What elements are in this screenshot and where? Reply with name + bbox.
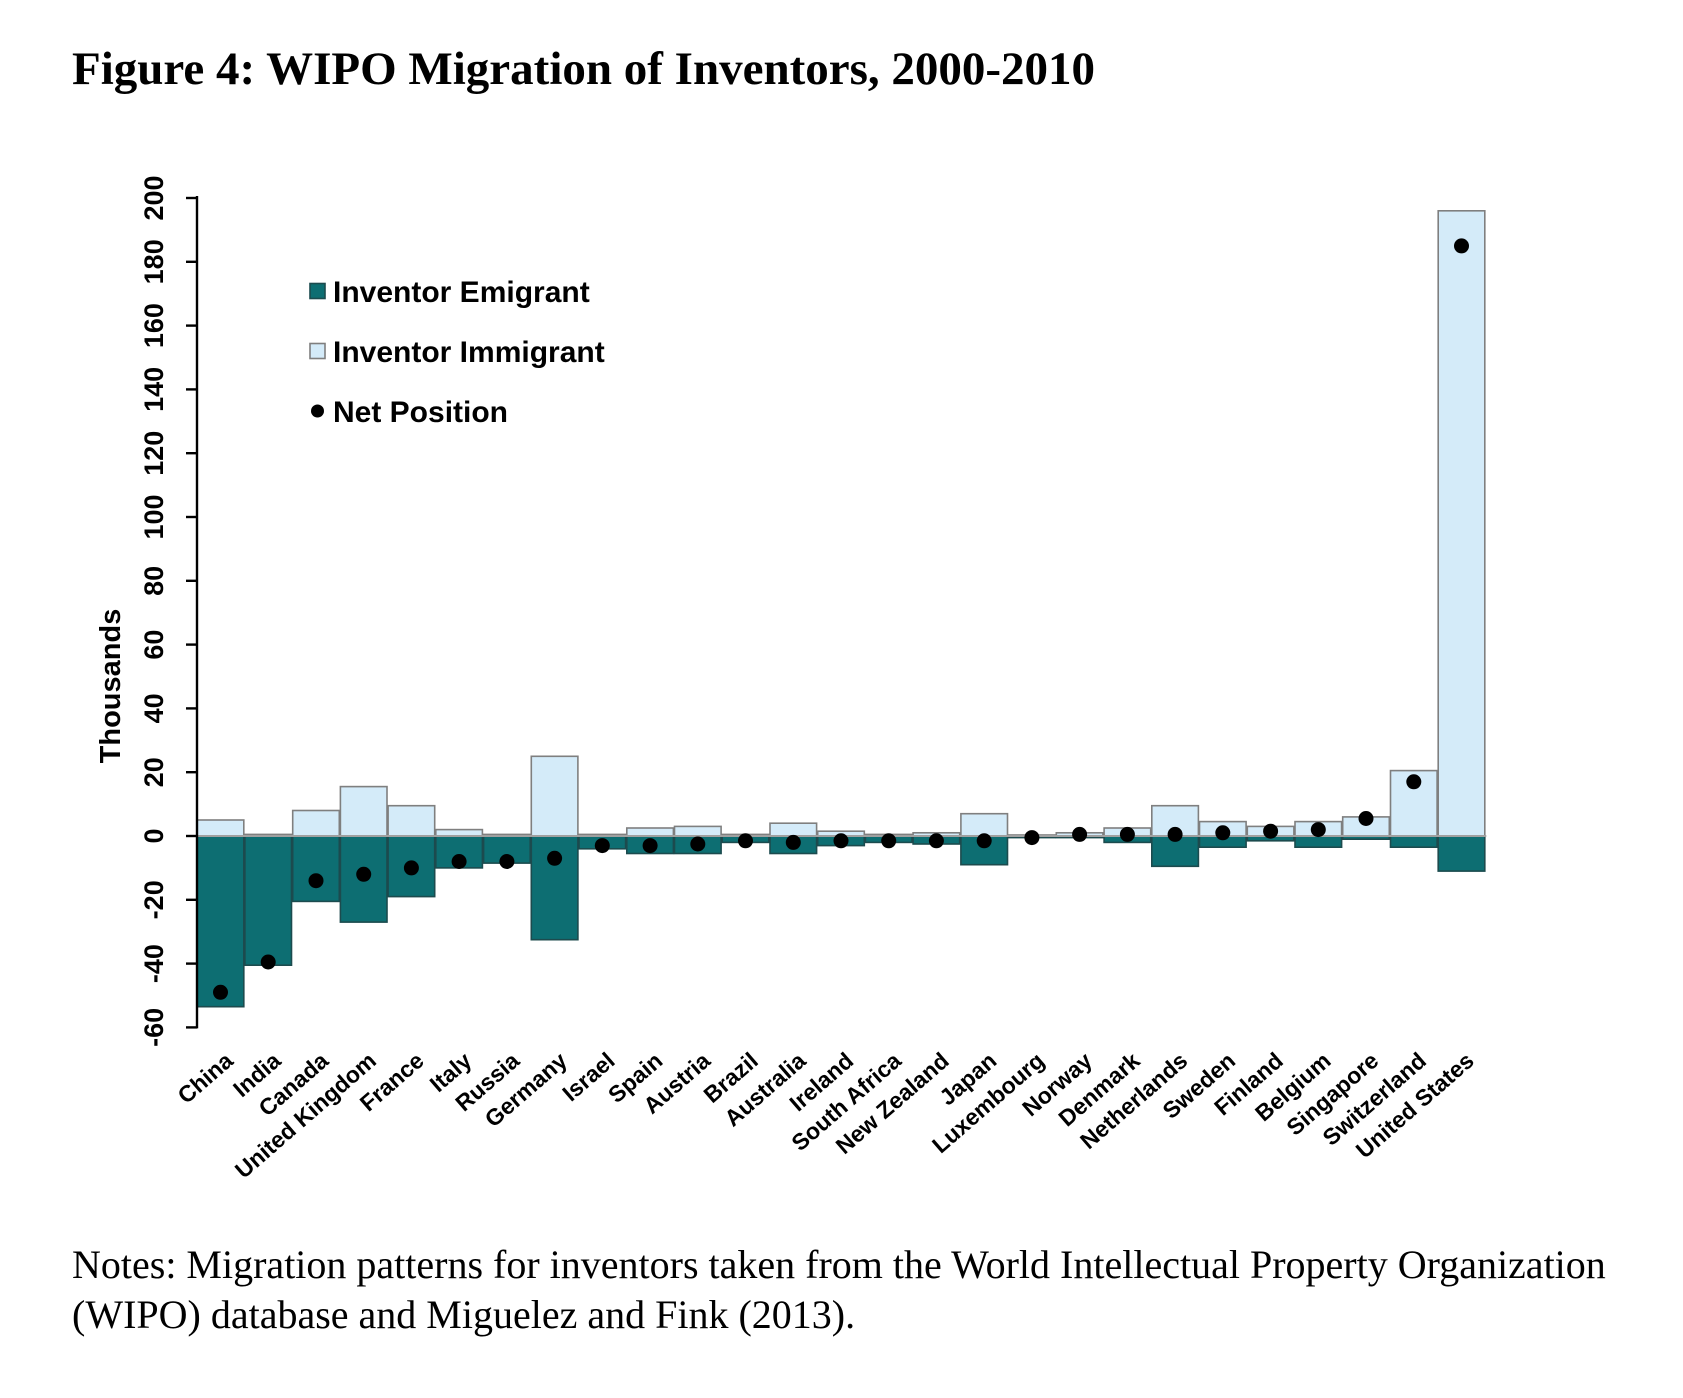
net-position-dot-netherlands [1167, 826, 1183, 842]
immigrant-bar-canada [291, 809, 341, 837]
x-category-label-china: China [173, 1047, 238, 1109]
net-position-dot-ireland [833, 833, 849, 849]
legend-marker-emigrant [309, 282, 326, 300]
net-position-dot-austria [690, 836, 706, 852]
immigrant-bar-japan [960, 812, 1009, 837]
net-position-dot-denmark [1119, 826, 1135, 842]
emigrant-bar-belgium [1294, 835, 1343, 848]
y-tick-label: 160 [139, 303, 169, 348]
y-tick-label: -60 [139, 1008, 169, 1047]
y-tick-label: 140 [139, 367, 169, 412]
net-position-dot-japan [976, 833, 992, 849]
net-position-dot-belgium [1310, 822, 1326, 838]
net-position-dot-new-zealand [928, 833, 944, 849]
net-position-dot-brazil [738, 833, 753, 849]
figure-title: Figure 4: WIPO Migration of Inventors, 2… [72, 43, 1096, 95]
y-tick-label: 200 [139, 175, 169, 220]
y-tick-label: -20 [139, 880, 169, 919]
emigrant-bar-canada [291, 835, 341, 903]
y-tick-label: 100 [139, 494, 169, 539]
net-position-dot-india [260, 954, 276, 970]
net-position-dot-italy [451, 854, 467, 869]
net-position-dot-spain [642, 838, 658, 854]
y-tick-label: 40 [139, 693, 169, 723]
y-tick-label: 80 [139, 566, 169, 596]
legend-marker-immigrant [309, 342, 326, 360]
immigrant-bar-united-kingdom [339, 785, 388, 837]
immigrant-bar-china [196, 819, 245, 837]
net-position-dot-canada [308, 873, 324, 889]
legend-label: Inventor Immigrant [333, 336, 605, 369]
net-position-dot-switzerland [1406, 774, 1422, 790]
net-position-dot-south-africa [881, 833, 897, 849]
net-position-dot-australia [785, 834, 801, 850]
y-tick-label: 180 [139, 239, 169, 284]
net-position-dot-united-kingdom [356, 866, 372, 882]
emigrant-bar-switzerland [1389, 835, 1438, 848]
legend-label: Inventor Emigrant [333, 276, 590, 309]
net-position-dot-sweden [1215, 825, 1231, 841]
y-axis-title: Thousands [95, 609, 127, 764]
y-tick-label: 0 [139, 828, 169, 843]
net-position-dot-russia [499, 854, 515, 869]
y-tick-label: 60 [139, 630, 169, 660]
immigrant-bar-austria [673, 825, 722, 837]
net-position-dot-israel [594, 838, 610, 854]
emigrant-bar-china [196, 835, 245, 1008]
net-position-dot-luxembourg [1024, 830, 1040, 846]
figure-notes: Notes: Migration patterns for inventors … [72, 1242, 1606, 1337]
y-tick-label: 20 [139, 757, 169, 787]
net-position-dot-finland [1263, 823, 1279, 839]
y-tick-label: 120 [139, 431, 169, 476]
emigrant-bar-india [244, 835, 293, 966]
net-position-dot-china [213, 984, 228, 1000]
net-position-dot-singapore [1358, 811, 1374, 826]
immigrant-bar-australia [769, 822, 818, 837]
immigrant-bar-spain [625, 827, 675, 837]
net-position-dot-france [403, 860, 419, 876]
immigrant-bar-france [387, 804, 436, 837]
net-position-dot-germany [547, 850, 563, 866]
immigrant-bar-united-states [1437, 210, 1486, 837]
immigrant-bar-germany [530, 755, 579, 837]
net-position-dot-united-states [1454, 238, 1469, 254]
net-position-dot-norway [1072, 826, 1088, 842]
y-tick-label: -40 [139, 944, 169, 983]
migration-bar-chart: 200180160140120100806040200-20-40-60Thou… [95, 175, 1487, 1183]
legend-marker-net-position [311, 404, 324, 418]
legend-label: Net Position [333, 396, 508, 429]
emigrant-bar-united-states [1437, 835, 1486, 872]
